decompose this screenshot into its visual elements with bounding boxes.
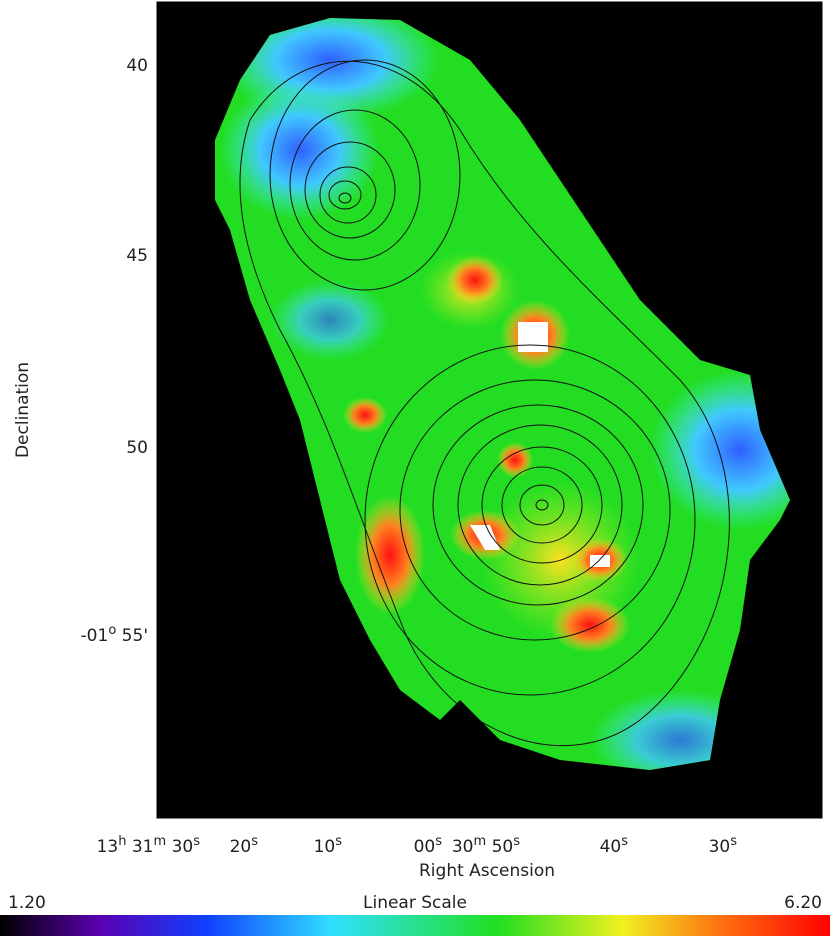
tick-label: -01o 55': [81, 623, 148, 646]
tick-number: 20: [230, 837, 252, 857]
colorbar: [0, 915, 830, 936]
tick-label: 30s: [709, 834, 738, 857]
tick-number: 31: [126, 837, 153, 857]
tick-unit: s: [513, 834, 520, 849]
tick-number: 13: [97, 837, 119, 857]
tick-unit: s: [730, 834, 737, 849]
tick-unit: h: [118, 834, 126, 849]
colorbar-title: Linear Scale: [363, 893, 467, 913]
tick-unit: s: [251, 834, 258, 849]
tick-unit: o: [108, 623, 116, 638]
tick-label: 40: [126, 56, 148, 76]
tick-number: 50: [486, 837, 513, 857]
tick-number: 30: [166, 837, 193, 857]
contours: [239, 59, 730, 747]
tick-label: 20s: [230, 834, 259, 857]
tick-unit: s: [193, 834, 200, 849]
tick-unit: m: [474, 834, 487, 849]
x-axis-label: Right Ascension: [419, 861, 555, 881]
frame-ticks: [157, 64, 167, 636]
colorbar-min: 1.20: [8, 893, 46, 913]
tick-label: 45: [126, 246, 148, 266]
y-axis-label: Declination: [13, 362, 33, 458]
colorbar-max: 6.20: [784, 893, 822, 913]
tick-number: 40: [126, 56, 148, 76]
tick-unit: s: [435, 834, 442, 849]
tick-number: 10: [314, 837, 336, 857]
tick-number: 30: [709, 837, 731, 857]
tick-number: 45: [126, 246, 148, 266]
tick-label: 13h 31m 30s: [97, 834, 201, 857]
tick-label: 40s: [600, 834, 629, 857]
tick-label: 00s: [414, 834, 443, 857]
tick-label: 10s: [314, 834, 343, 857]
tick-number: 55': [116, 626, 148, 646]
tick-number: 50: [126, 438, 148, 458]
tick-unit: s: [335, 834, 342, 849]
tick-number: 30: [452, 837, 474, 857]
tick-number: 00: [414, 837, 436, 857]
tick-number: 40: [600, 837, 622, 857]
tick-unit: m: [154, 834, 167, 849]
tick-unit: s: [621, 834, 628, 849]
tick-number: -01: [81, 626, 109, 646]
tick-label: 50: [126, 438, 148, 458]
tick-label: 30m 50s: [452, 834, 520, 857]
plot-frame: [156, 1, 823, 819]
